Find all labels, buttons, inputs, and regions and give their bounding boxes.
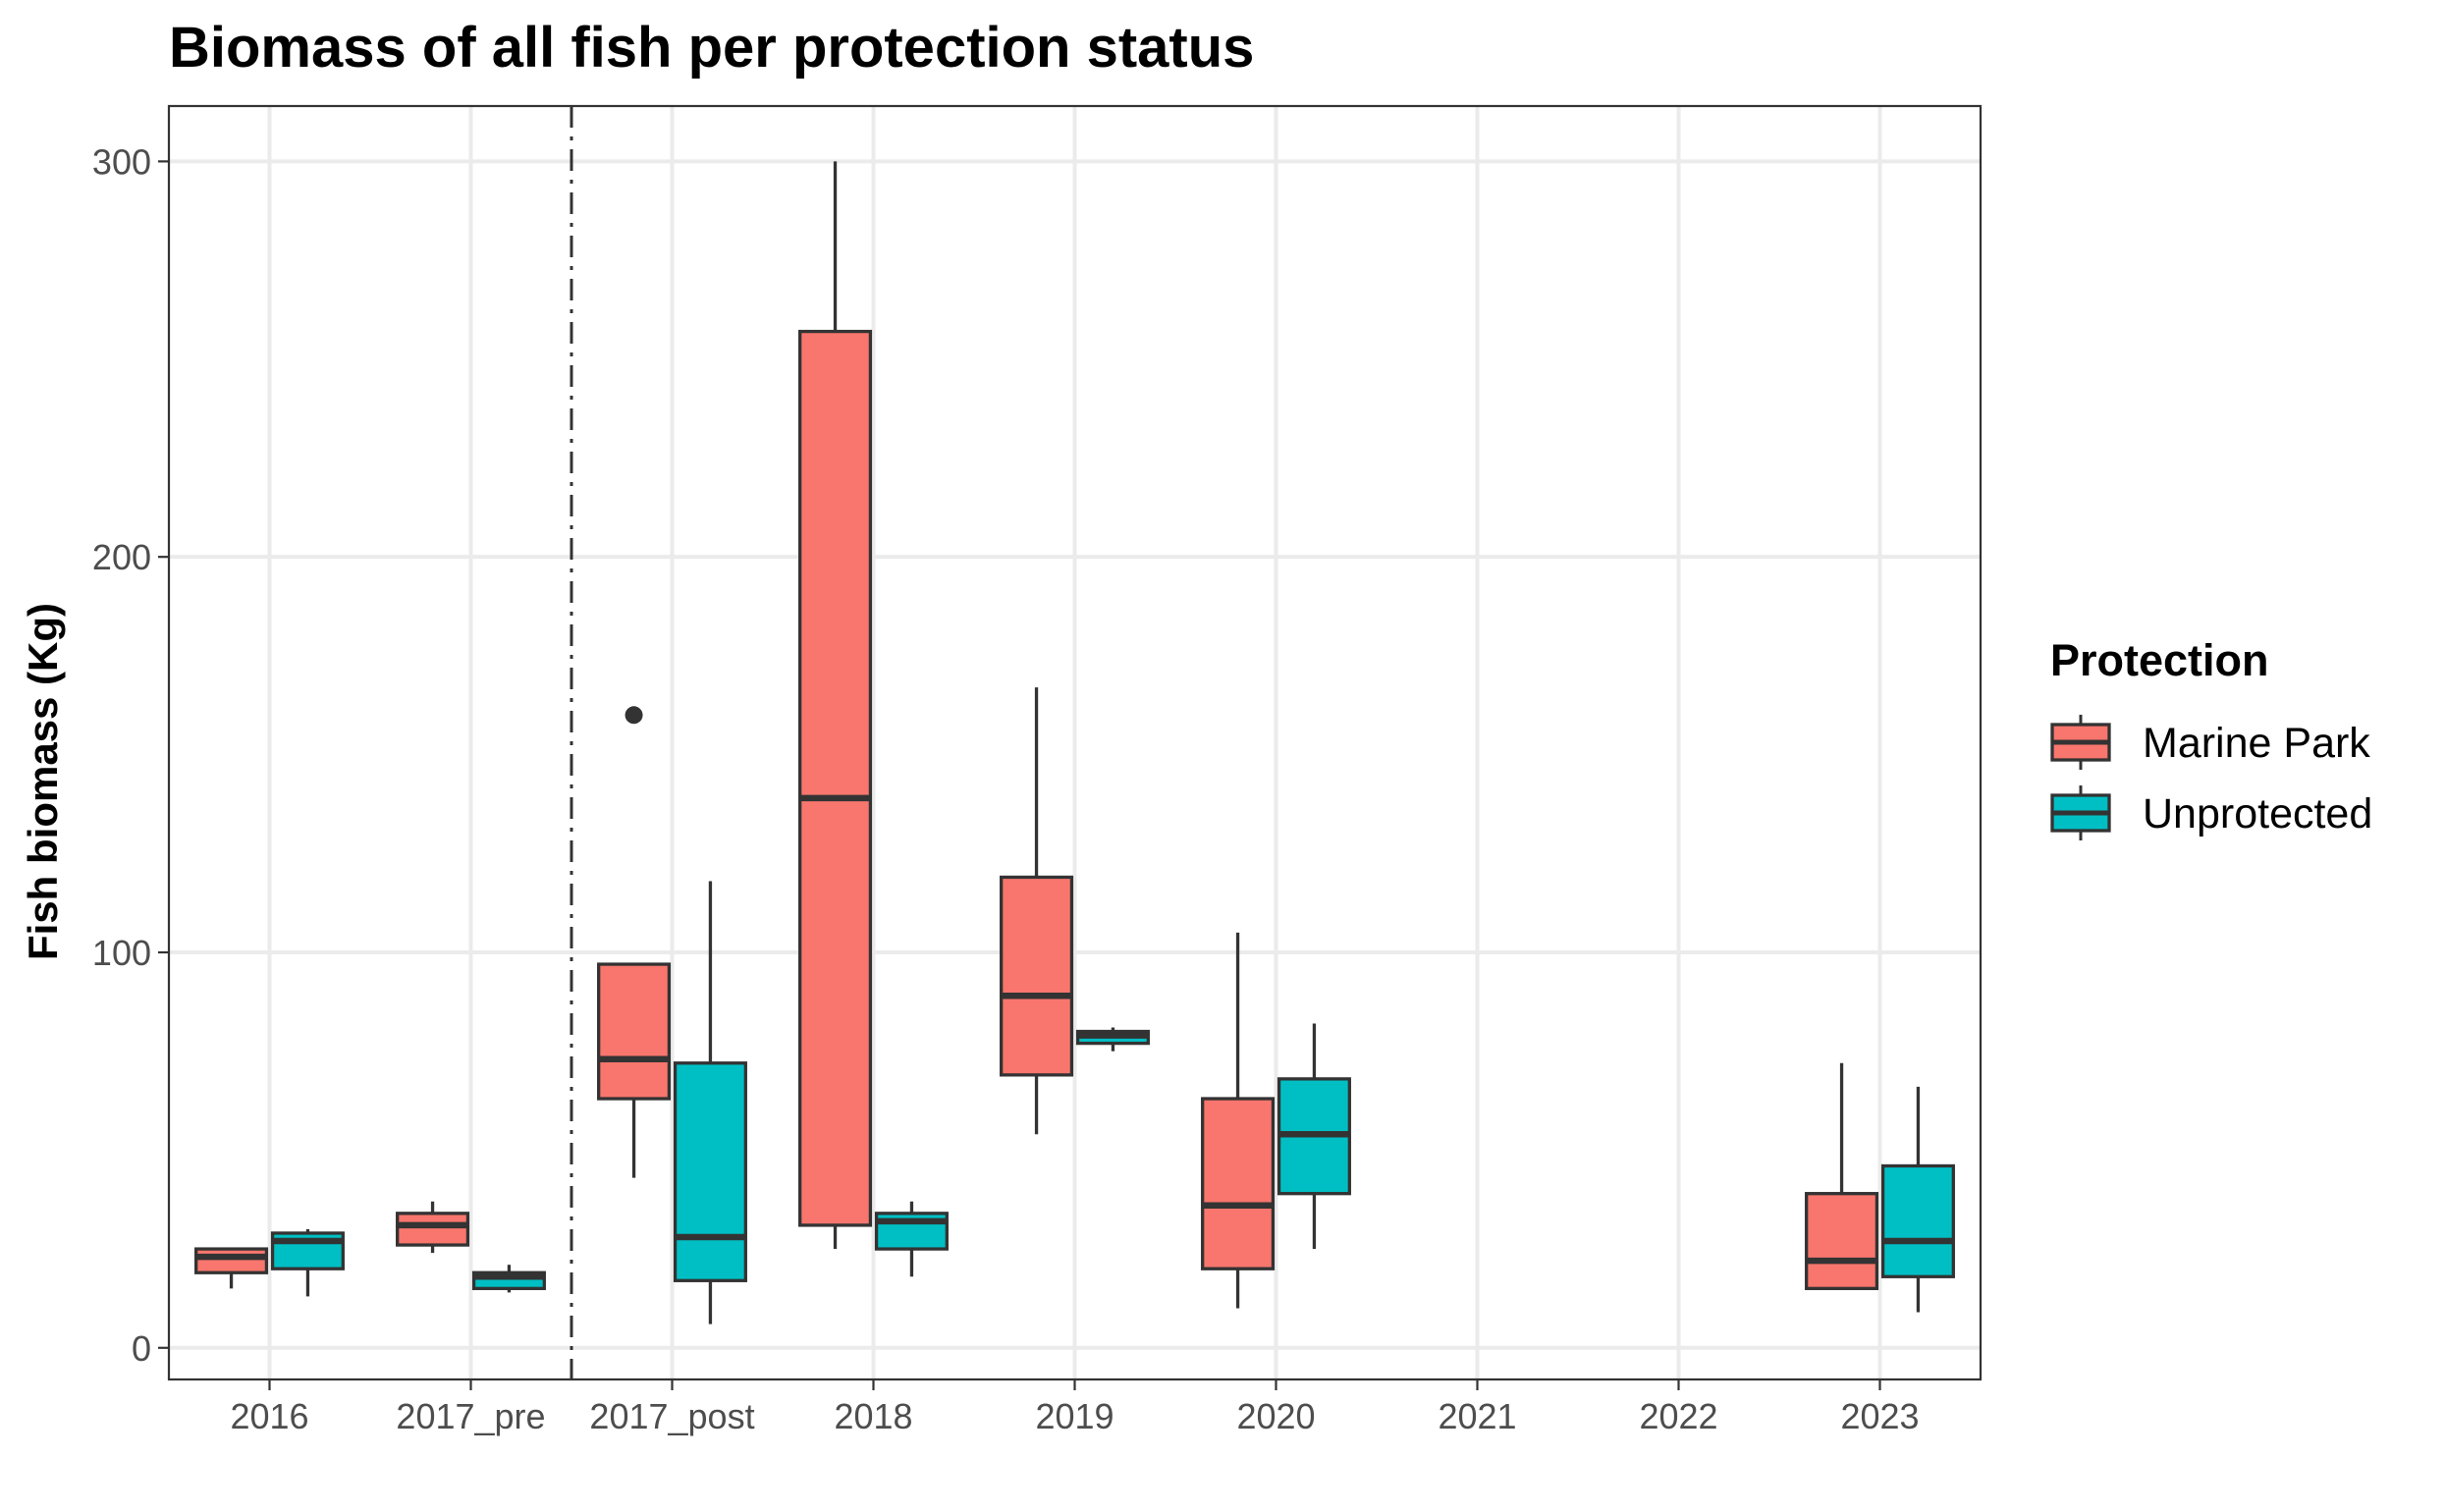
box-body: [798, 329, 873, 1227]
grid-lines: [169, 106, 1981, 1379]
box-marine-park-2017_pre: [396, 1201, 470, 1254]
axes-group: 0 100 200 300 2016 2017_pre 2017_post 2018 2019 2…: [92, 141, 1920, 1436]
legend-items: Marine Park Unprotected: [2050, 715, 2372, 840]
box-marine-park-2020: [1201, 932, 1276, 1309]
box-unprotected-2020: [1277, 1023, 1351, 1250]
x-tick-label: 2017_post: [589, 1396, 754, 1436]
x-tick-label: 2017_pre: [396, 1396, 545, 1436]
legend-item-unprotected: Unprotected: [2050, 785, 2372, 840]
legend-title: Protection: [2050, 635, 2269, 685]
box-marine-park-2018: [798, 161, 873, 1250]
box-body: [1000, 875, 1074, 1077]
box-marine-park-2023: [1805, 1062, 1879, 1291]
legend-item-marine-park: Marine Park: [2050, 715, 2370, 770]
box-body: [1805, 1192, 1879, 1291]
box-unprotected-2017_pre: [471, 1265, 546, 1293]
outlier-point: [625, 706, 643, 725]
y-tick-label: 100: [92, 933, 151, 973]
box-body: [597, 962, 672, 1101]
legend-label: Unprotected: [2143, 790, 2372, 837]
box-body: [1201, 1097, 1276, 1270]
box-marine-park-2017_post: [597, 706, 672, 1178]
x-tick-label: 2016: [230, 1396, 308, 1436]
y-tick-label: 200: [92, 537, 151, 577]
chart-title: Biomass of all fish per protection statu…: [169, 16, 1254, 80]
box-unprotected-2017_post: [673, 881, 747, 1324]
box-unprotected-2016: [270, 1228, 345, 1297]
legend-label: Marine Park: [2143, 720, 2370, 767]
y-axis-label: Fish biomass (Kg): [20, 603, 66, 960]
x-tick-label: 2021: [1438, 1396, 1516, 1436]
x-tick-label: 2019: [1035, 1396, 1114, 1436]
x-tick-label: 2023: [1840, 1396, 1919, 1436]
x-tick-label: 2018: [834, 1396, 912, 1436]
box-unprotected-2023: [1880, 1086, 1955, 1313]
box-unprotected-2018: [874, 1201, 949, 1277]
legend: Protection Marine Park Unprotected: [2050, 635, 2372, 840]
x-tick-label: 2020: [1236, 1396, 1315, 1436]
boxes-group: [194, 161, 1955, 1324]
box-body: [673, 1061, 747, 1282]
x-tick-label: 2022: [1639, 1396, 1717, 1436]
box-body: [1880, 1163, 1955, 1278]
box-marine-park-2016: [194, 1247, 269, 1289]
y-tick-label: 0: [132, 1328, 151, 1369]
y-tick-label: 300: [92, 141, 151, 182]
box-unprotected-2019: [1075, 1027, 1150, 1052]
box-marine-park-2019: [1000, 687, 1074, 1135]
box-body: [194, 1247, 269, 1274]
box-body: [396, 1212, 470, 1247]
